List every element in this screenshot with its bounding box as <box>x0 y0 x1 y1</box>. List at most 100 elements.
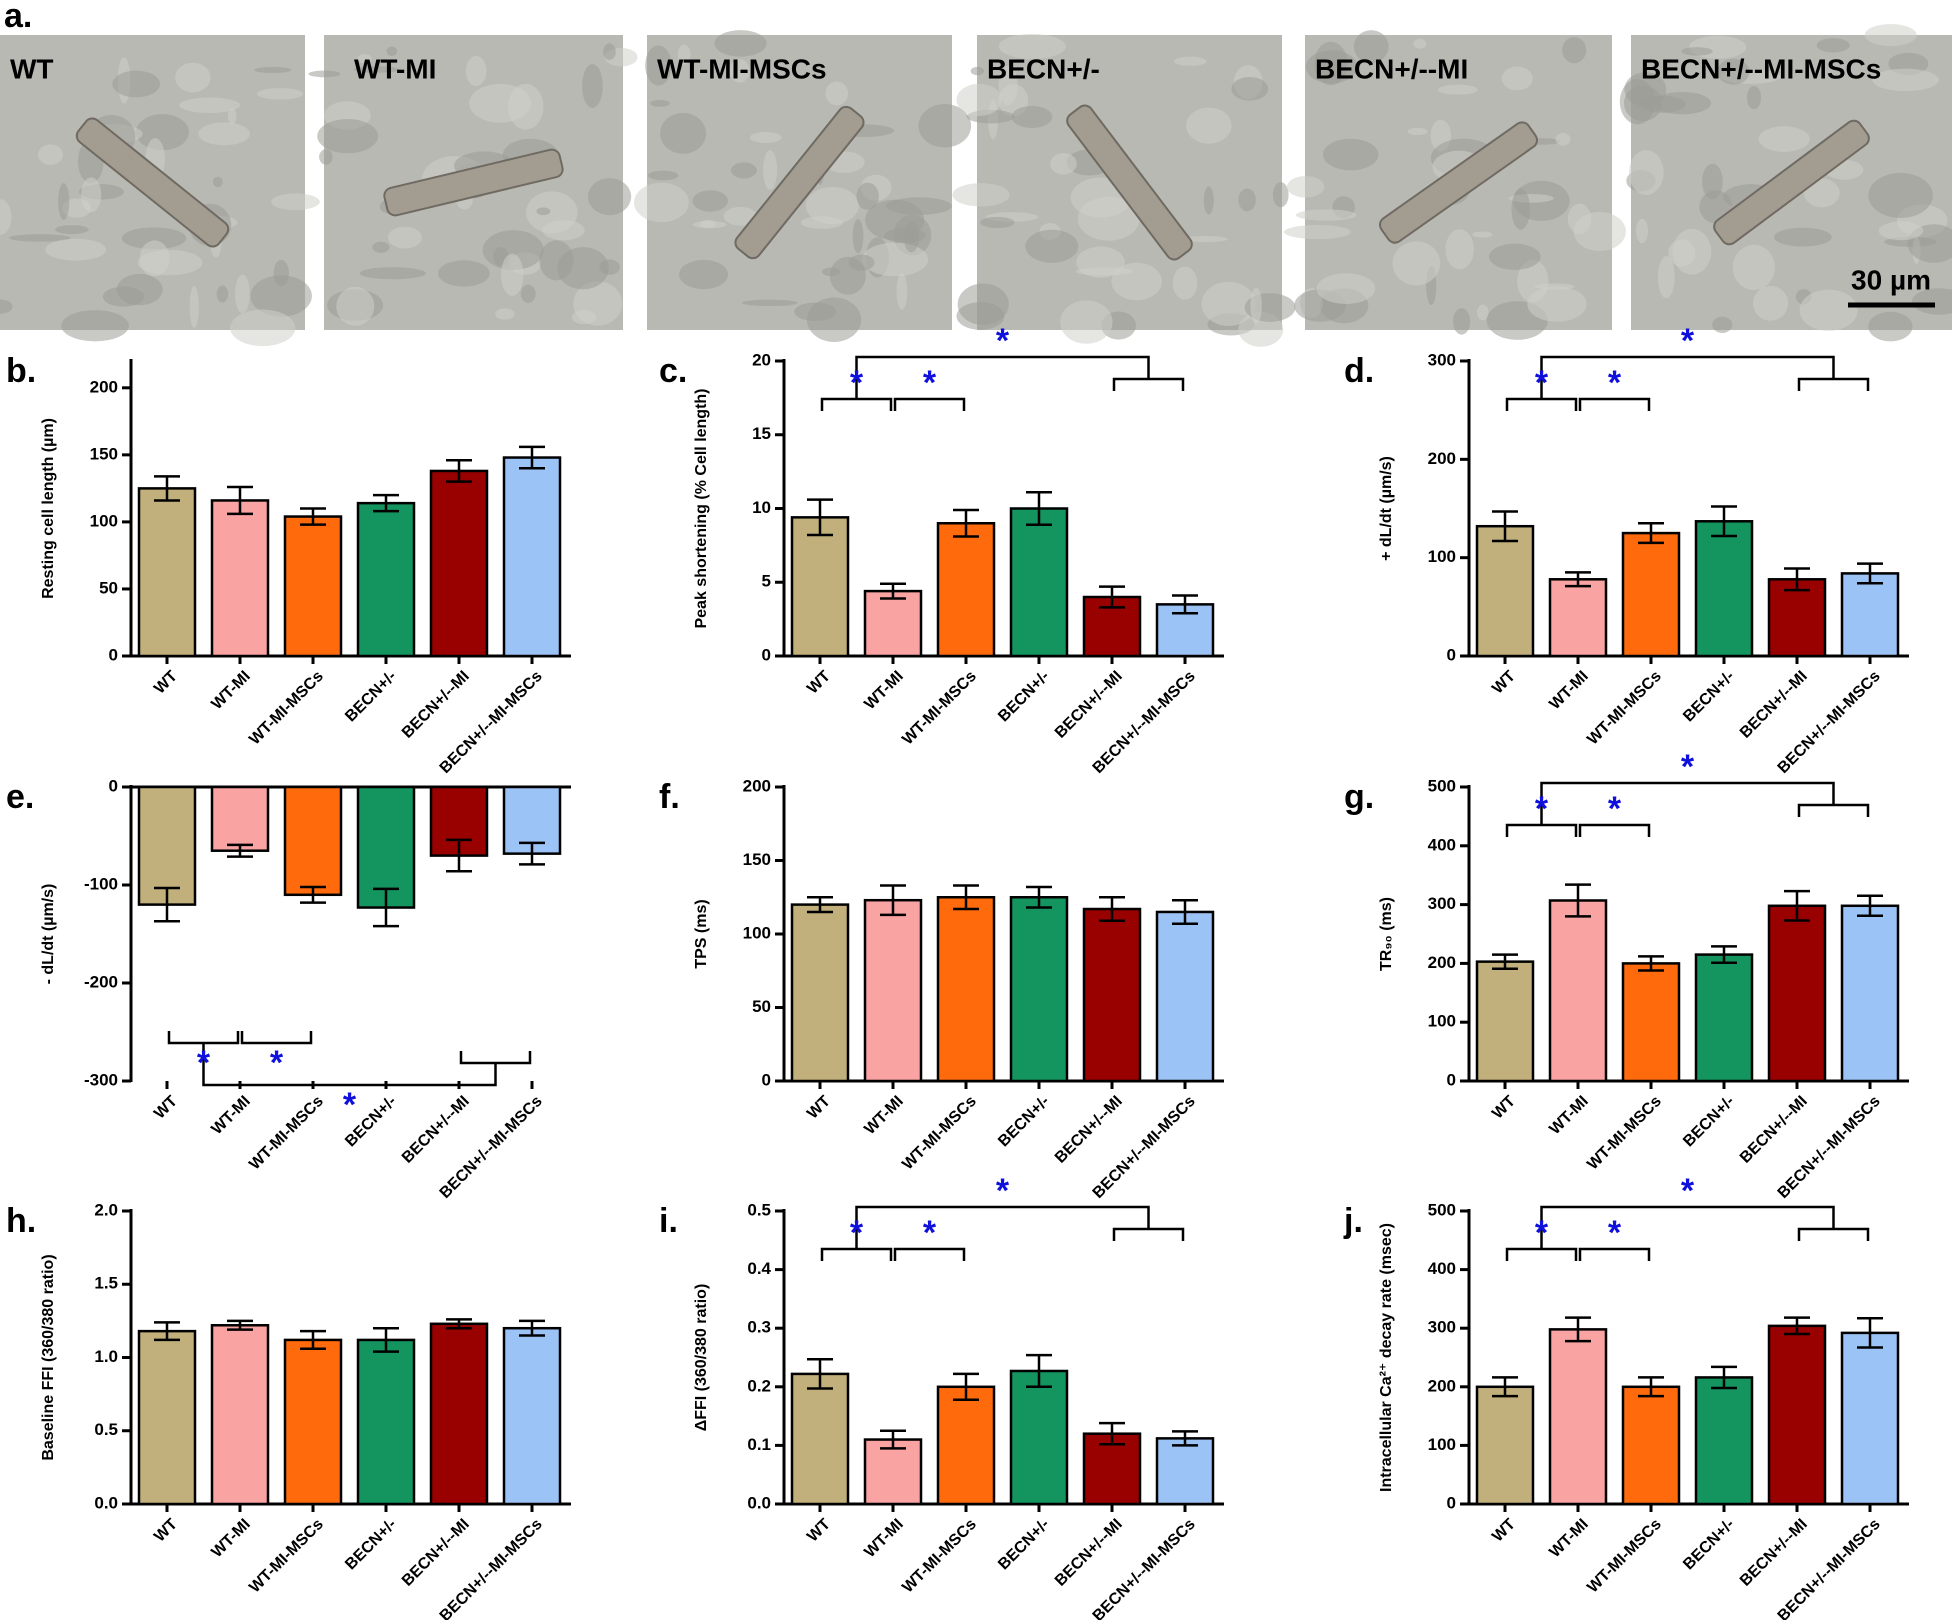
significance-bracket <box>1112 377 1185 391</box>
error-bar <box>373 887 399 928</box>
bar <box>1621 531 1681 658</box>
texture <box>9 234 71 242</box>
significance-bracket <box>855 355 1150 399</box>
significance-star: * <box>1535 790 1549 828</box>
bar <box>936 1385 996 1506</box>
x-tick-label: WT-MI-MSCs <box>899 1093 980 1174</box>
x-tick-label: WT <box>1489 1516 1519 1546</box>
y-tick-label: 200 <box>90 377 118 396</box>
significance-star: * <box>1608 364 1622 402</box>
panel-letter: e. <box>6 778 34 816</box>
texture <box>1712 316 1733 333</box>
bar-chart: j. Intracellular Ca²⁺ decay rate (msec) 0 1… <box>1343 1172 1909 1620</box>
texture <box>1316 273 1376 304</box>
error-bar <box>953 1372 979 1401</box>
texture <box>805 186 859 225</box>
texture <box>1413 38 1427 49</box>
texture <box>112 70 161 98</box>
texture <box>1295 209 1357 221</box>
significance-bracket <box>1540 1205 1835 1249</box>
panel-letter: i. <box>659 1202 678 1240</box>
texture <box>883 228 926 243</box>
x-tick-label: WT-MI-MSCs <box>246 1093 327 1174</box>
texture <box>319 149 333 165</box>
cardiomyocyte <box>1066 104 1193 261</box>
y-tick-label: 100 <box>90 511 118 530</box>
error-bar <box>373 1326 399 1353</box>
texture <box>1075 267 1133 276</box>
texture <box>763 150 778 190</box>
scale-bar-label: 30 µm <box>1851 264 1931 295</box>
texture <box>216 285 229 303</box>
y-axis-label: Peak shortening (% Cell length) <box>693 388 710 628</box>
y-tick-label: 15 <box>752 424 771 443</box>
texture <box>896 273 908 310</box>
texture <box>692 190 729 212</box>
texture <box>1816 38 1850 53</box>
texture <box>749 131 782 143</box>
error-bar <box>154 1321 180 1342</box>
x-tick-label: WT-MI-MSCs <box>1584 1516 1665 1597</box>
texture <box>227 108 237 125</box>
texture <box>650 99 670 107</box>
texture <box>1477 304 1489 321</box>
y-axis-label: - dL/dt (µm/s) <box>40 884 57 985</box>
texture <box>353 66 400 73</box>
bar <box>210 1324 270 1506</box>
x-tick-label: WT-MI <box>1546 1516 1591 1561</box>
error-bar <box>1172 594 1198 615</box>
error-bar <box>953 884 979 911</box>
texture <box>37 144 64 165</box>
texture <box>571 310 597 325</box>
y-tick-label: 400 <box>1428 1259 1456 1278</box>
x-tick-label: BECN+/- <box>342 668 400 726</box>
texture <box>1173 56 1207 66</box>
x-tick-label: WT <box>804 1093 834 1123</box>
texture <box>175 62 211 93</box>
texture <box>520 284 536 303</box>
x-tick-label: WT-MI <box>861 1516 906 1561</box>
texture <box>1527 286 1587 322</box>
image-label: WT <box>10 53 54 84</box>
texture <box>1555 132 1571 146</box>
y-tick-label: 200 <box>1428 953 1456 972</box>
texture <box>1803 178 1840 208</box>
texture <box>1201 281 1256 326</box>
texture <box>603 43 616 60</box>
bar <box>1548 578 1608 658</box>
texture <box>1272 182 1289 208</box>
bar <box>1475 1385 1535 1506</box>
x-tick-label: WT-MI <box>208 668 253 713</box>
y-tick-label: 50 <box>99 578 118 597</box>
y-tick-label: 5 <box>762 572 771 591</box>
y-tick-label: 0 <box>109 645 118 664</box>
x-tick-label: WT-MI <box>208 1516 253 1561</box>
texture <box>212 176 223 188</box>
significance-star: * <box>996 1172 1010 1210</box>
error-bar <box>446 1318 472 1330</box>
texture <box>271 193 320 211</box>
significance-star: * <box>270 1044 284 1082</box>
significance-bracket <box>1112 1227 1185 1241</box>
texture <box>679 259 729 290</box>
bar <box>1840 1331 1900 1506</box>
texture <box>825 81 849 106</box>
error-bar <box>1638 955 1664 972</box>
texture <box>557 247 609 290</box>
texture <box>1732 244 1775 290</box>
error-bar <box>1857 894 1883 918</box>
texture <box>741 299 798 307</box>
x-tick-label: WT-MI-MSCs <box>246 1516 327 1597</box>
significance-star: * <box>996 322 1010 360</box>
significance-star: * <box>1608 1214 1622 1252</box>
texture <box>1025 229 1079 263</box>
significance-bracket <box>893 1247 966 1261</box>
texture <box>1911 288 1952 315</box>
texture <box>1878 221 1924 241</box>
y-tick-label: 200 <box>1428 449 1456 468</box>
error-bar <box>1784 889 1810 922</box>
x-tick-label: WT-MI-MSCs <box>1584 1093 1665 1174</box>
y-axis-label: TR₉₀ (ms) <box>1378 897 1395 971</box>
y-axis-label: Intracellular Ca²⁺ decay rate (msec) <box>1378 1223 1395 1492</box>
